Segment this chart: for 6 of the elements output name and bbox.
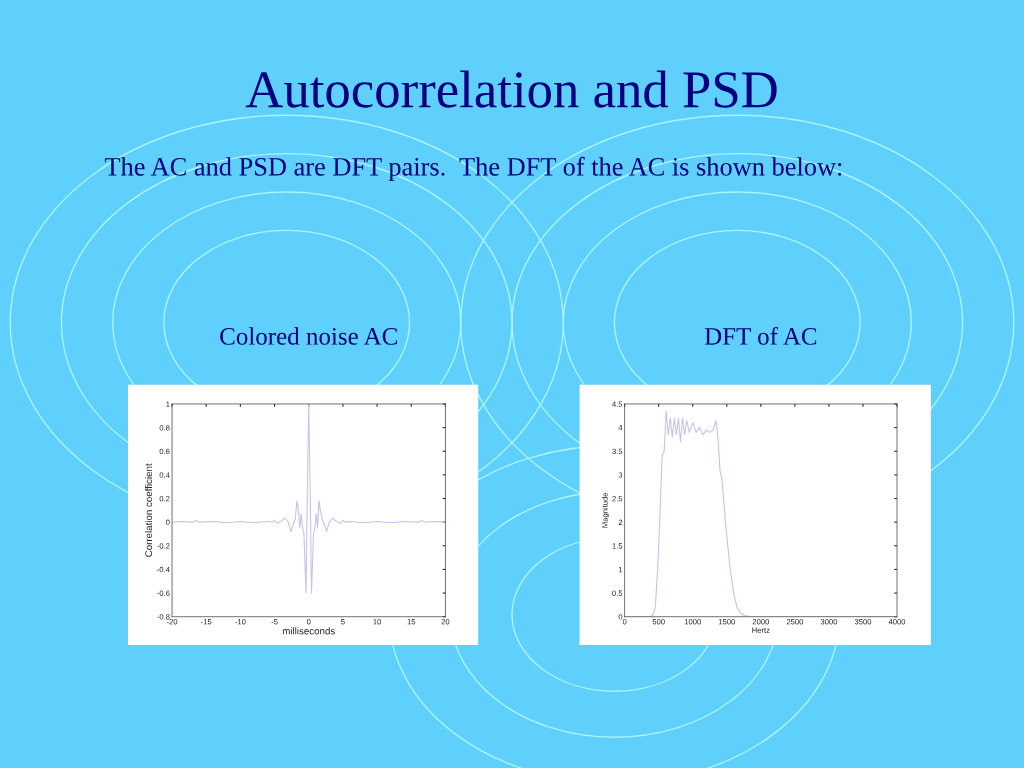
y-axis-title: Correlation coefficient [144,463,153,557]
chart-title: DFT of AC [704,326,817,345]
text: The AC and PSD are DFT pairs. The DFT of the AC is shown below: [104,156,842,182]
x-axis-title: milliseconds [282,627,335,635]
chart-title: Colored noise AC [220,327,397,345]
text: Autocorrelation and PSD [245,70,777,108]
